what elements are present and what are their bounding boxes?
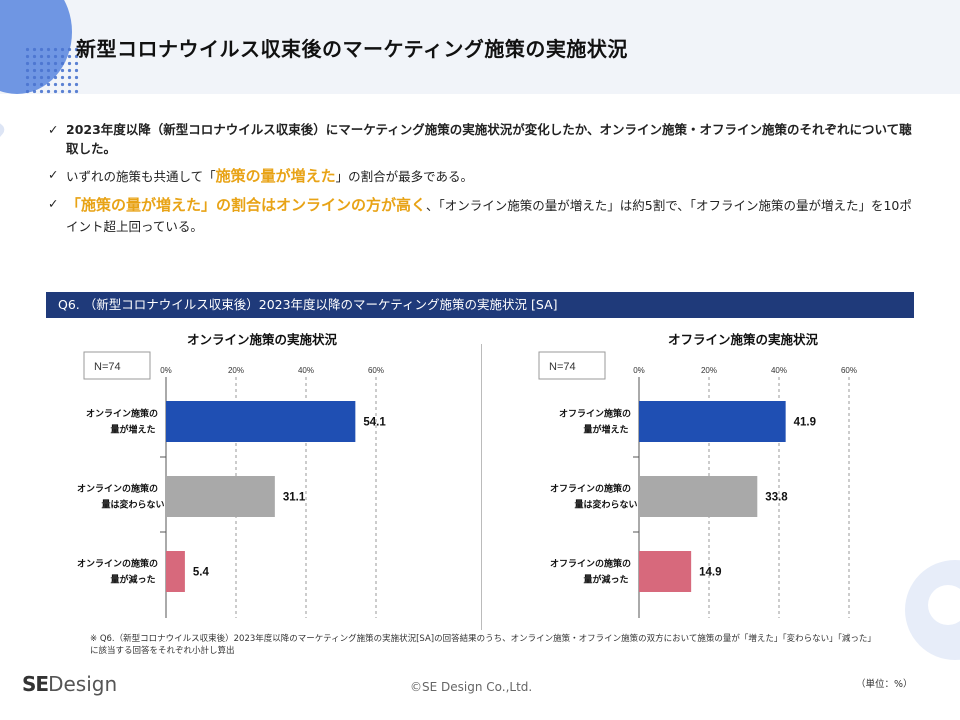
tick-label: 60% (368, 366, 384, 375)
tick-label: 20% (228, 366, 244, 375)
se-design-logo: SEDesign (22, 672, 117, 696)
data-label: 31.1 (283, 492, 306, 504)
copyright: ©SE Design Co.,Ltd. (410, 680, 533, 694)
question-bar: Q6. （新型コロナウイルス収束後）2023年度以降のマーケティング施策の実施状… (46, 292, 914, 318)
data-label: 33.8 (765, 492, 788, 504)
category-label: オフラインの施策の (550, 558, 631, 569)
data-label: 41.9 (794, 417, 816, 429)
category-label: オフライン施策の (559, 408, 631, 419)
bullet-3-post: 、「オンライン施策の量が増えた」は約5割で、「オフライン施策の量が増えた」を10… (66, 198, 912, 235)
category-label: 量が減った (583, 574, 628, 585)
bullet-3-highlight: 「施策の量が増えた」の割合はオンラインの方が高く (66, 196, 427, 214)
page-title: 新型コロナウイルス収束後のマーケティング施策の実施状況 (76, 37, 628, 61)
logo-se: SE (22, 672, 49, 696)
bar (166, 401, 356, 442)
footnote: ※ Q6.（新型コロナウイルス収束後）2023年度以降のマーケティング施策の実施… (90, 634, 876, 657)
category-label: 量が減った (110, 574, 155, 585)
bullet-2-post: 」の割合が最多である。 (335, 168, 474, 184)
bullet-2-highlight: 施策の量が増えた (215, 166, 336, 185)
n-label: N=74 (549, 361, 576, 373)
category-label: 量が増えた (110, 424, 155, 435)
bullet-1-text: 2023年度以降（新型コロナウイルス収束後）にマーケティング施策の実施状況が変化… (66, 122, 912, 157)
tick-label: 20% (701, 366, 717, 375)
data-label: 54.1 (363, 417, 386, 429)
tick-label: 0% (160, 366, 172, 375)
logo-design: Design (48, 672, 118, 696)
category-label: 量が増えた (583, 424, 628, 435)
chart-title: オンライン施策の実施状況 (187, 332, 338, 347)
category-label: 量は変わらない (101, 499, 164, 510)
n-label: N=74 (94, 361, 121, 373)
tick-label: 40% (298, 366, 314, 375)
category-label: オンライン施策の (86, 408, 158, 419)
bar (639, 551, 692, 592)
chart-divider (481, 344, 482, 630)
decorative-slash (0, 120, 7, 214)
bar (166, 476, 275, 517)
check-icon: ✓ (48, 166, 59, 182)
check-icon: ✓ (48, 196, 59, 211)
chart-title: オフライン施策の実施状況 (668, 332, 819, 347)
category-label: オンラインの施策の (77, 558, 158, 569)
tick-label: 0% (633, 366, 645, 375)
bullet-1: ✓ 2023年度以降（新型コロナウイルス収束後）にマーケティング施策の実施状況が… (46, 120, 916, 159)
bullet-2: ✓ いずれの施策も共通して「施策の量が増えた」の割合が最多である。 (46, 165, 916, 188)
data-label: 14.9 (699, 567, 721, 579)
tick-label: 60% (841, 366, 857, 375)
unit-label: （単位：%） (856, 679, 913, 690)
summary-bullets: ✓ 2023年度以降（新型コロナウイルス収束後）にマーケティング施策の実施状況が… (46, 120, 916, 243)
bullet-2-pre: いずれの施策も共通して「 (66, 168, 216, 184)
n-box (538, 351, 606, 380)
category-label: オンラインの施策の (77, 483, 158, 494)
decorative-dots (24, 46, 80, 96)
tick-label: 40% (771, 366, 787, 375)
data-label: 5.4 (193, 567, 210, 579)
category-label: 量は変わらない (574, 499, 637, 510)
category-label: オフラインの施策の (550, 483, 631, 494)
check-icon: ✓ (48, 122, 59, 137)
header-band (0, 0, 960, 94)
bar-charts: オンライン施策の実施状況 N=74 0% 20% 40% 60% 54.1 オンライン施策の量… (77, 332, 857, 618)
bar (166, 551, 185, 592)
n-box (83, 351, 151, 380)
bar (639, 476, 758, 517)
bullet-3: ✓ 「施策の量が増えた」の割合はオンラインの方が高く、「オンライン施策の量が増え… (46, 194, 916, 237)
decorative-ring-hole (928, 585, 960, 625)
bar (639, 401, 786, 442)
